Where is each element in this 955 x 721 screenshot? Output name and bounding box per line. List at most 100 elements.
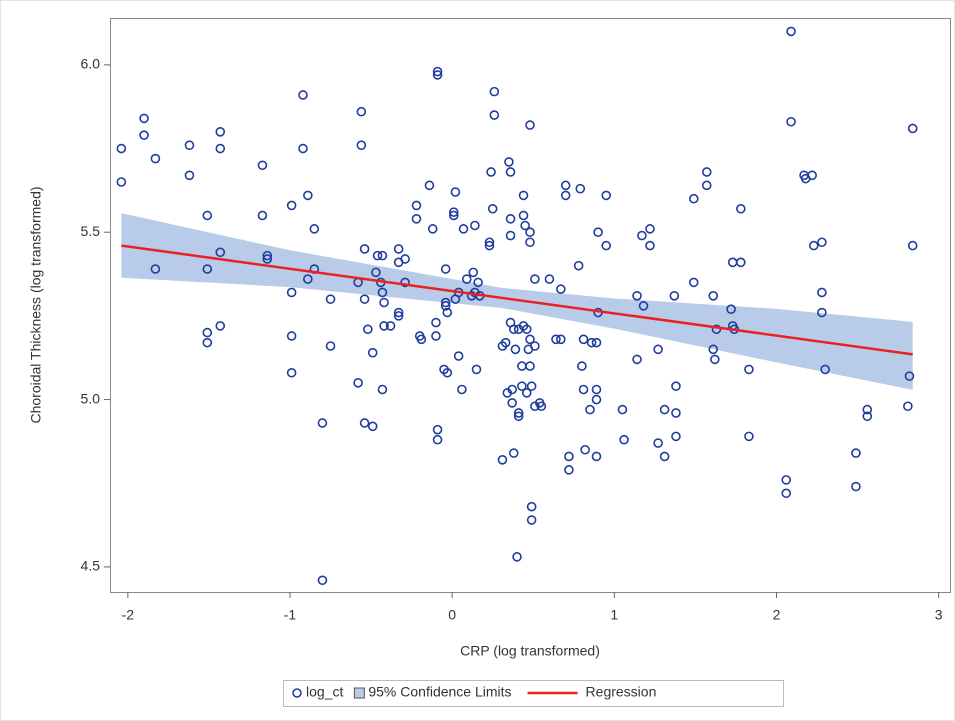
scatter-point	[400, 254, 410, 264]
scatter-point	[486, 167, 496, 177]
scatter-point	[591, 394, 602, 405]
scatter-point	[448, 210, 459, 221]
scatter-point	[393, 244, 404, 254]
x-tick-label: 3	[935, 607, 943, 623]
scatter-point	[377, 250, 388, 261]
scatter-point	[432, 70, 443, 80]
scatter-point	[215, 247, 226, 258]
scatter-point	[701, 180, 712, 191]
scatter-point	[442, 307, 453, 318]
legend-label: 95% Confidence Limits	[368, 684, 511, 700]
scatter-point	[688, 193, 699, 204]
scatter-point	[309, 224, 320, 234]
scatter-point	[601, 240, 612, 251]
scatter-point	[457, 384, 467, 395]
scatter-point	[139, 130, 149, 140]
scatter-point	[653, 438, 663, 448]
scatter-point	[580, 444, 590, 455]
scatter-point	[586, 337, 597, 348]
scatter-point	[317, 575, 328, 586]
y-tick-label: 5.0	[81, 390, 101, 406]
scatter-point	[711, 324, 722, 335]
scatter-point	[262, 254, 273, 264]
scatter-point	[317, 418, 328, 428]
scatter-point	[353, 378, 363, 388]
scatter-point	[632, 290, 642, 301]
scatter-point	[744, 431, 754, 442]
scatter-point	[525, 361, 535, 371]
scatter-point	[564, 451, 574, 462]
regression-line	[121, 244, 913, 356]
scatter-point	[904, 371, 915, 381]
scatter-point	[530, 274, 540, 284]
scatter-point	[286, 287, 297, 298]
scatter-point	[507, 398, 517, 408]
scatter-point	[356, 140, 367, 150]
scatter-point	[150, 264, 161, 274]
scatter-point	[708, 344, 719, 355]
scatter-point	[591, 337, 602, 348]
scatter-point	[530, 341, 540, 351]
scatter-point	[116, 177, 127, 187]
scatter-point	[303, 190, 313, 201]
scatter-point	[521, 324, 532, 335]
scatter-point	[862, 404, 873, 415]
scatter-point	[432, 66, 443, 77]
scatter-point	[440, 264, 451, 274]
scatter-point	[659, 451, 670, 462]
scatter-point	[591, 451, 602, 462]
scatter-point	[907, 123, 918, 134]
x-tick-label: 0	[448, 607, 456, 623]
scatter-point	[653, 344, 663, 355]
scatter-point	[671, 408, 681, 418]
scatter-point	[202, 327, 213, 338]
scatter-point	[379, 321, 389, 331]
scatter-point	[385, 321, 396, 331]
scatter-point	[377, 384, 388, 395]
scatter-point	[525, 334, 535, 345]
scatter-point	[736, 257, 746, 268]
scatter-point	[659, 404, 670, 415]
scatter-point	[786, 26, 796, 37]
scatter-point	[471, 364, 482, 375]
scatter-point	[202, 337, 213, 348]
scatter-point	[817, 307, 827, 318]
scatter-point	[303, 274, 313, 284]
scatter-point	[448, 207, 459, 217]
scatter-point	[526, 381, 537, 391]
scatter-point	[367, 421, 378, 432]
scatter-point	[508, 448, 519, 458]
scatter-point	[458, 224, 469, 234]
scatter-point	[781, 488, 792, 499]
scatter-point	[367, 347, 378, 358]
scatter-point	[286, 331, 297, 341]
scatter-point	[708, 290, 719, 301]
scatter-point	[371, 267, 381, 278]
scatter-point	[851, 481, 861, 492]
scatter-point	[507, 384, 517, 395]
scatter-point	[710, 354, 720, 365]
scatter-point	[416, 334, 427, 345]
scatter-point	[432, 434, 443, 445]
scatter-point	[450, 187, 461, 197]
scatter-point	[560, 190, 571, 201]
scatter-point	[363, 324, 373, 335]
scatter-point	[573, 260, 584, 271]
legend-label: log_ct	[306, 684, 343, 700]
scatter-point	[473, 277, 483, 288]
scatter-point	[442, 367, 453, 378]
scatter-point	[431, 331, 441, 341]
scatter-point	[393, 307, 404, 318]
scatter-point	[544, 274, 555, 284]
legend-label: Regression	[586, 684, 657, 700]
scatter-point	[807, 170, 817, 181]
scatter-point	[215, 321, 226, 331]
scatter-point	[551, 334, 561, 345]
scatter-point	[632, 354, 642, 365]
scatter-point	[453, 351, 464, 361]
scatter-point	[517, 381, 527, 391]
scatter-point	[202, 264, 213, 274]
scatter-point	[671, 381, 681, 391]
scatter-point	[393, 311, 404, 321]
